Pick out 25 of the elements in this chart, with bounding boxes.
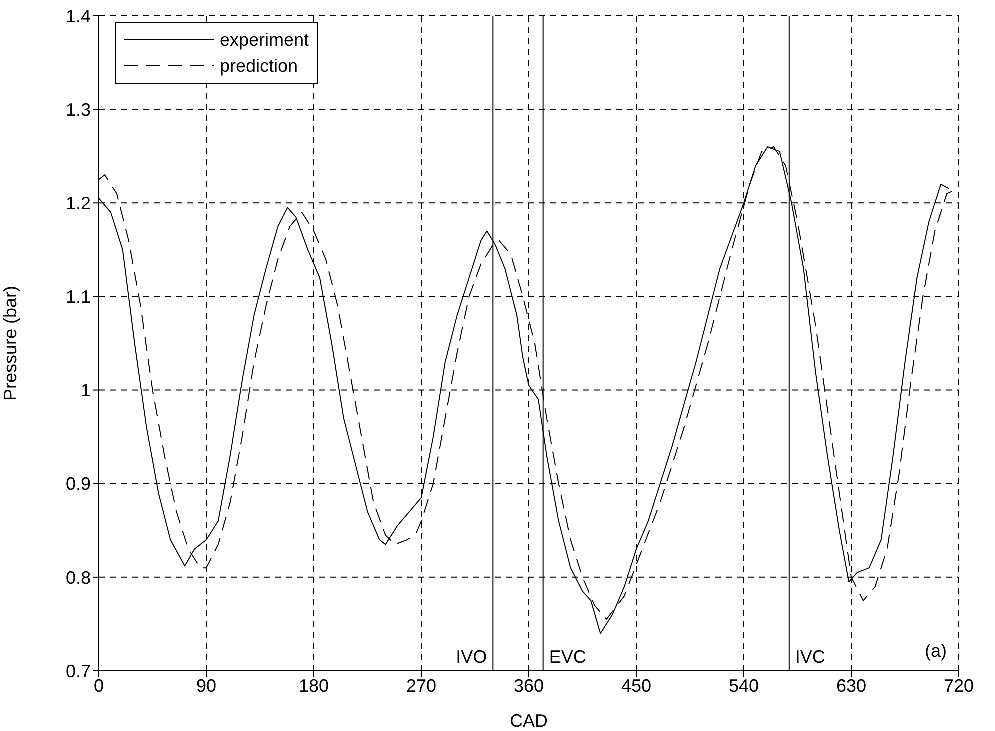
- y-tick-label: 0.8: [66, 568, 91, 588]
- y-tick-label: 0.9: [66, 474, 91, 494]
- y-tick-label: 0.7: [66, 661, 91, 682]
- y-tick-label: 1.2: [66, 194, 91, 214]
- y-tick-label: 1.3: [66, 100, 91, 120]
- ref-line-label: IVO: [456, 647, 488, 667]
- x-tick-label: 90: [196, 676, 217, 696]
- legend-label: experiment: [220, 30, 310, 50]
- y-tick-label: 1: [80, 380, 91, 401]
- x-tick-label: 270: [406, 676, 437, 696]
- y-axis-title: Pressure (bar): [0, 286, 20, 402]
- y-tick-label: 1.4: [66, 6, 91, 26]
- ref-line-label: IVC: [795, 647, 826, 667]
- annotation: (a): [925, 641, 947, 661]
- x-tick-label: 450: [621, 676, 652, 696]
- x-tick-label: 180: [298, 676, 330, 696]
- ref-line-label: EVC: [549, 647, 586, 667]
- x-tick-label: 360: [514, 676, 544, 696]
- x-tick-label: 0: [94, 676, 104, 696]
- x-tick-label: 720: [944, 676, 974, 696]
- x-axis-title: CAD: [510, 711, 548, 731]
- legend-label: prediction: [220, 56, 298, 76]
- x-tick-label: 630: [836, 676, 867, 696]
- y-tick-label: 1.1: [66, 287, 91, 308]
- x-tick-label: 540: [728, 676, 760, 696]
